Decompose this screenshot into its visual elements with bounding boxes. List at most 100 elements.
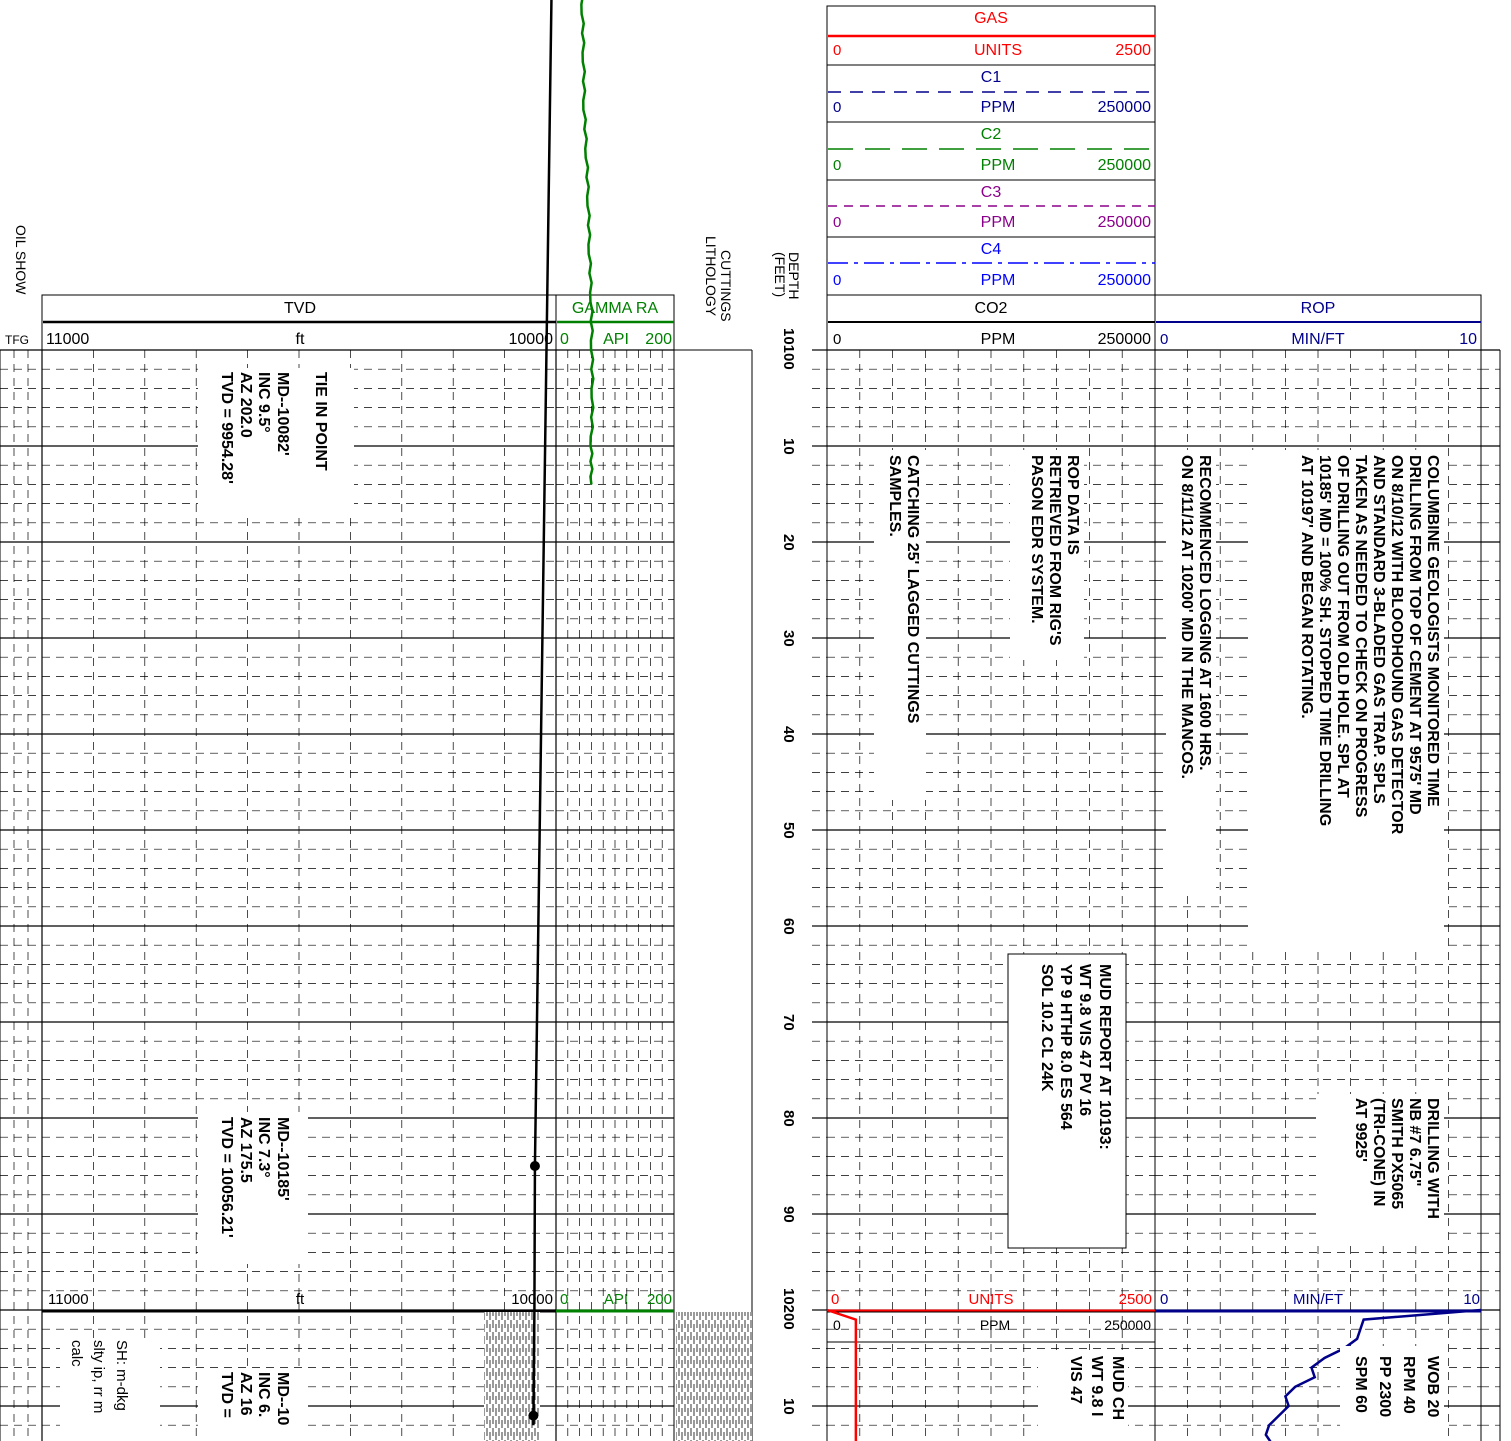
remark-line: RETRIEVED FROM RIG'S <box>1046 455 1063 646</box>
survey-note-tie-in: TIE IN POINT MD--10082' INC 9.5° AZ 202.… <box>198 368 354 516</box>
remark-line: DRILLING FROM TOP OF CEMENT AT 9575' MD <box>1406 455 1423 815</box>
survey-line: MD--10185' <box>274 1117 291 1201</box>
gas-header: GAS 0 UNITS 2500 C1 0 PPM 250000 C2 0 PP… <box>826 5 1156 351</box>
lower-rop-min: 0 <box>1160 1291 1168 1308</box>
gas-min: 0 <box>833 42 841 59</box>
depth-tick-label: 30 <box>780 630 797 647</box>
remark-mud-check: MUD CH WT 9.8 I VIS 47 <box>1038 1350 1128 1441</box>
c1-max: 250000 <box>1098 99 1151 116</box>
survey-note-10185: MD--10185' INC 7.3° AZ 175.5 TVD = 10056… <box>198 1112 308 1264</box>
remark-rop-data: ROP DATA IS RETRIEVED FROM RIG'S PASON E… <box>1010 450 1084 660</box>
c2-max: 250000 <box>1098 157 1151 174</box>
remark-line: RECOMMENCED LOGGING AT 1600 HRS. <box>1196 455 1213 771</box>
c4-min: 0 <box>833 272 841 289</box>
remark-line: AND STANDARD 3-BLADED GAS TRAP. SPLS <box>1370 455 1387 804</box>
co2-min: 0 <box>833 331 841 348</box>
remark-line: WOB 20 <box>1424 1356 1441 1417</box>
gamma-unit: API <box>603 331 629 348</box>
remark-line: 10185' MD = 100% SH. STOPPED TIME DRILLI… <box>1316 455 1333 826</box>
remark-line: (TRI-CONE) IN <box>1370 1098 1387 1206</box>
gamma-ra-curve <box>580 0 595 485</box>
c4-unit: PPM <box>981 272 1016 289</box>
remark-line: TAKEN AS NEEDED TO CHECK ON PROGRESS <box>1352 455 1369 818</box>
remark-line: DRILLING WITH <box>1424 1098 1441 1219</box>
depth-tick-label: 40 <box>780 726 797 743</box>
remark-line: WT 9.8 VIS 47 PV 16 <box>1076 964 1093 1116</box>
lower-gas-min: 0 <box>831 1291 839 1308</box>
depth-tick-label: 50 <box>780 822 797 839</box>
remark-line: ROP DATA IS <box>1064 455 1081 555</box>
depth-tick-label: 20 <box>780 534 797 551</box>
c4-title: C4 <box>981 241 1002 258</box>
remark-line: RPM 40 <box>1400 1356 1417 1414</box>
tvd-unit: ft <box>296 331 305 348</box>
lithology-line: calc <box>68 1340 85 1367</box>
lower-rop-max: 10 <box>1463 1291 1480 1308</box>
c3-min: 0 <box>833 214 841 231</box>
tvd-shale-fill <box>484 1312 540 1441</box>
survey-line: AZ 175.5 <box>237 1117 254 1183</box>
lithology-line: slty ip, rr m <box>90 1340 107 1413</box>
depth-tick-label: 80 <box>780 1110 797 1127</box>
c3-title: C3 <box>981 184 1002 201</box>
remark-line: NB #7 6.75" <box>1406 1098 1423 1187</box>
co2-unit: PPM <box>981 331 1016 348</box>
tvd-left: 11000 <box>46 331 89 348</box>
survey-line: TVD = 9954.28' <box>218 372 235 484</box>
c4-max: 250000 <box>1098 272 1151 289</box>
survey-line: INC 7.3° <box>255 1117 272 1178</box>
remark-line: ON 8/10/12 WITH BLOODHOUND GAS DETECTOR <box>1388 455 1405 835</box>
lower-gamma-min: 0 <box>560 1291 568 1308</box>
depth-tick-label: 60 <box>780 918 797 935</box>
lower-gas-max: 2500 <box>1119 1291 1152 1308</box>
remark-line: MUD REPORT AT 10193: <box>1096 964 1113 1150</box>
rop-unit: MIN/FT <box>1291 331 1345 348</box>
gamma-max: 200 <box>645 331 672 348</box>
remark-line: AT 9925' <box>1352 1098 1369 1162</box>
remark-drilling-with: DRILLING WITH NB #7 6.75" SMITH PX5065 (… <box>1316 1094 1444 1240</box>
remark-line: COLUMBINE GEOLOGISTS MONITORED TIME <box>1424 455 1441 807</box>
remark-wob: WOB 20 RPM 40 PP 2300 SPM 60 <box>1340 1346 1444 1441</box>
rop-curve <box>1264 1308 1482 1441</box>
c1-min: 0 <box>833 99 841 116</box>
c1-unit: PPM <box>981 99 1016 116</box>
gamma-header: GAMMA RA 0 API 200 <box>555 294 675 351</box>
remark-line: OF DRILLING OUT FROM OLD HOLE. SPL AT <box>1334 455 1351 798</box>
lithology-line: SH: m-dkg <box>113 1340 130 1411</box>
gas-max: 2500 <box>1115 42 1151 59</box>
rop-max: 10 <box>1459 331 1477 348</box>
c1-title: C1 <box>981 69 1002 86</box>
lower-ppm-unit: PPM <box>980 1317 1010 1333</box>
c2-unit: PPM <box>981 157 1016 174</box>
remark-mud-report: MUD REPORT AT 10193: WT 9.8 VIS 47 PV 16… <box>1007 953 1127 1249</box>
c2-title: C2 <box>981 126 1002 143</box>
gas-curve <box>826 1308 858 1441</box>
depth-label-1: DEPTH <box>786 252 802 299</box>
c3-max: 250000 <box>1098 214 1151 231</box>
survey-marker <box>529 1161 540 1171</box>
remark-line: SOL 10.2 CL 24K <box>1038 964 1055 1092</box>
depth-tick-label: 10 <box>780 1398 797 1415</box>
tvd-right: 10000 <box>509 331 554 348</box>
survey-marker <box>528 1410 539 1421</box>
c2-min: 0 <box>833 157 841 174</box>
remark-line: ON 8/11/12 AT 10200' MD IN THE MANCOS. <box>1178 455 1195 779</box>
cuttings-shale-fill <box>676 1312 752 1441</box>
remark-catching: CATCHING 25' LAGGED CUTTINGS SAMPLES. <box>874 450 926 800</box>
depth-axis: 10100 10 20 30 40 50 60 70 80 90 10200 10 <box>780 328 797 1415</box>
survey-line: INC 6. <box>255 1372 272 1417</box>
lower-tvd-unit: ft <box>296 1291 305 1308</box>
remark-line: SPM 60 <box>1352 1356 1369 1413</box>
lower-ppm-min: 0 <box>833 1317 841 1333</box>
survey-line: AZ 16 <box>237 1372 254 1416</box>
depth-tick-label: 10200 <box>780 1288 797 1330</box>
gamma-title: GAMMA RA <box>572 300 659 317</box>
rop-min: 0 <box>1160 331 1168 348</box>
gamma-min: 0 <box>560 331 569 348</box>
gas-unit: UNITS <box>974 42 1022 59</box>
survey-line: TVD = 10056.21' <box>218 1117 235 1238</box>
lower-scale-header: 11000 ft 10000 0 API 200 0 UNITS 2500 0 … <box>42 1291 1481 1343</box>
remark-line: YP 9 HTHP 8.0 ES 564 <box>1057 964 1074 1130</box>
remark-line: PASON EDR SYSTEM. <box>1028 455 1045 624</box>
remark-line: AT 10197' AND BEGAN ROTATING. <box>1298 455 1315 719</box>
